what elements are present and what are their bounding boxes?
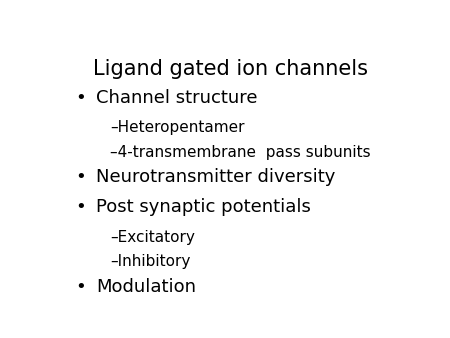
Text: –Inhibitory: –Inhibitory [110, 254, 191, 269]
Text: Channel structure: Channel structure [96, 89, 258, 107]
Text: •: • [75, 168, 86, 186]
Text: –4-transmembrane  pass subunits: –4-transmembrane pass subunits [110, 145, 371, 160]
Text: Ligand gated ion channels: Ligand gated ion channels [93, 59, 368, 79]
Text: Post synaptic potentials: Post synaptic potentials [96, 198, 311, 216]
Text: –Heteropentamer: –Heteropentamer [110, 120, 245, 135]
Text: •: • [75, 198, 86, 216]
Text: Neurotransmitter diversity: Neurotransmitter diversity [96, 168, 336, 186]
Text: Modulation: Modulation [96, 277, 196, 295]
Text: –Excitatory: –Excitatory [110, 230, 195, 245]
Text: •: • [75, 89, 86, 107]
Text: •: • [75, 277, 86, 295]
